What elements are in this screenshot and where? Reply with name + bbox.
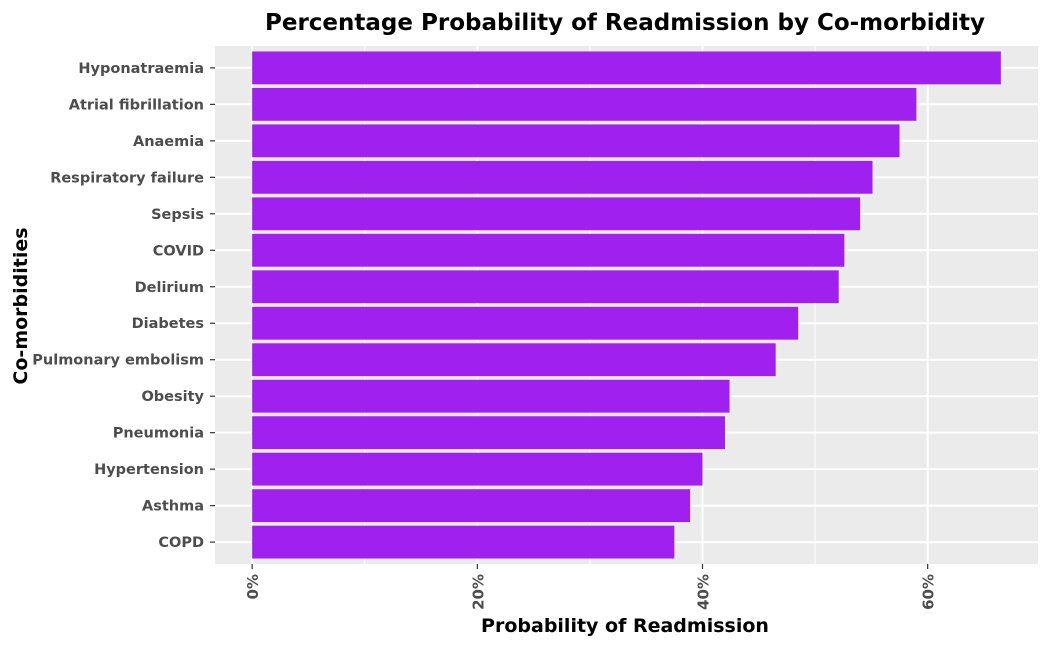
y-tick-label: Respiratory failure bbox=[50, 170, 204, 186]
x-tick-label: 40% bbox=[694, 574, 712, 610]
y-tick-label: Atrial fibrillation bbox=[69, 97, 204, 113]
y-tick-label: Hypertension bbox=[94, 462, 204, 478]
y-tick-label: Anaemia bbox=[133, 134, 204, 150]
y-tick-label: Diabetes bbox=[132, 316, 204, 332]
x-tick-label: 20% bbox=[469, 574, 487, 610]
bar-asthma bbox=[252, 489, 691, 523]
y-tick-label: Pneumonia bbox=[113, 426, 204, 442]
bar-respiratory-failure bbox=[252, 160, 873, 194]
y-tick-label: Pulmonary embolism bbox=[32, 353, 204, 369]
y-tick-label: COVID bbox=[153, 243, 204, 259]
y-tick-label: COPD bbox=[158, 535, 204, 551]
x-axis-ticks bbox=[251, 564, 929, 569]
bar-hyponatraemia bbox=[252, 51, 1001, 85]
bar-diabetes bbox=[252, 306, 799, 340]
bar-hypertension bbox=[252, 452, 703, 486]
y-axis-title: Co-morbidities bbox=[10, 227, 32, 384]
y-tick-label: Delirium bbox=[135, 280, 204, 296]
y-tick-label: Hyponatraemia bbox=[78, 61, 204, 77]
x-axis-labels: 0% 20% 40% 60% bbox=[244, 574, 938, 610]
plot-panel bbox=[215, 46, 1038, 564]
bar-obesity bbox=[252, 379, 730, 413]
y-axis-ticks bbox=[210, 67, 215, 543]
bar-anaemia bbox=[252, 124, 900, 158]
x-axis-title: Probability of Readmission bbox=[481, 615, 769, 637]
y-tick-label: Obesity bbox=[141, 389, 204, 405]
bar-delirium bbox=[252, 270, 839, 304]
x-tick-label: 60% bbox=[920, 574, 938, 610]
bars bbox=[252, 51, 1001, 559]
y-axis-labels: Hyponatraemia Atrial fibrillation Anaemia R… bbox=[32, 61, 204, 551]
bar-covid bbox=[252, 233, 845, 267]
bar-copd bbox=[252, 525, 675, 559]
y-tick-label: Asthma bbox=[142, 499, 204, 515]
x-tick-label: 0% bbox=[244, 574, 262, 599]
y-tick-label: Sepsis bbox=[151, 207, 204, 223]
bar-atrial-fibrillation bbox=[252, 87, 917, 121]
bar-pulmonary-embolism bbox=[252, 343, 776, 377]
bar-sepsis bbox=[252, 197, 861, 231]
bar-pneumonia bbox=[252, 416, 726, 450]
chart-title: Percentage Probability of Readmission by… bbox=[265, 10, 985, 36]
